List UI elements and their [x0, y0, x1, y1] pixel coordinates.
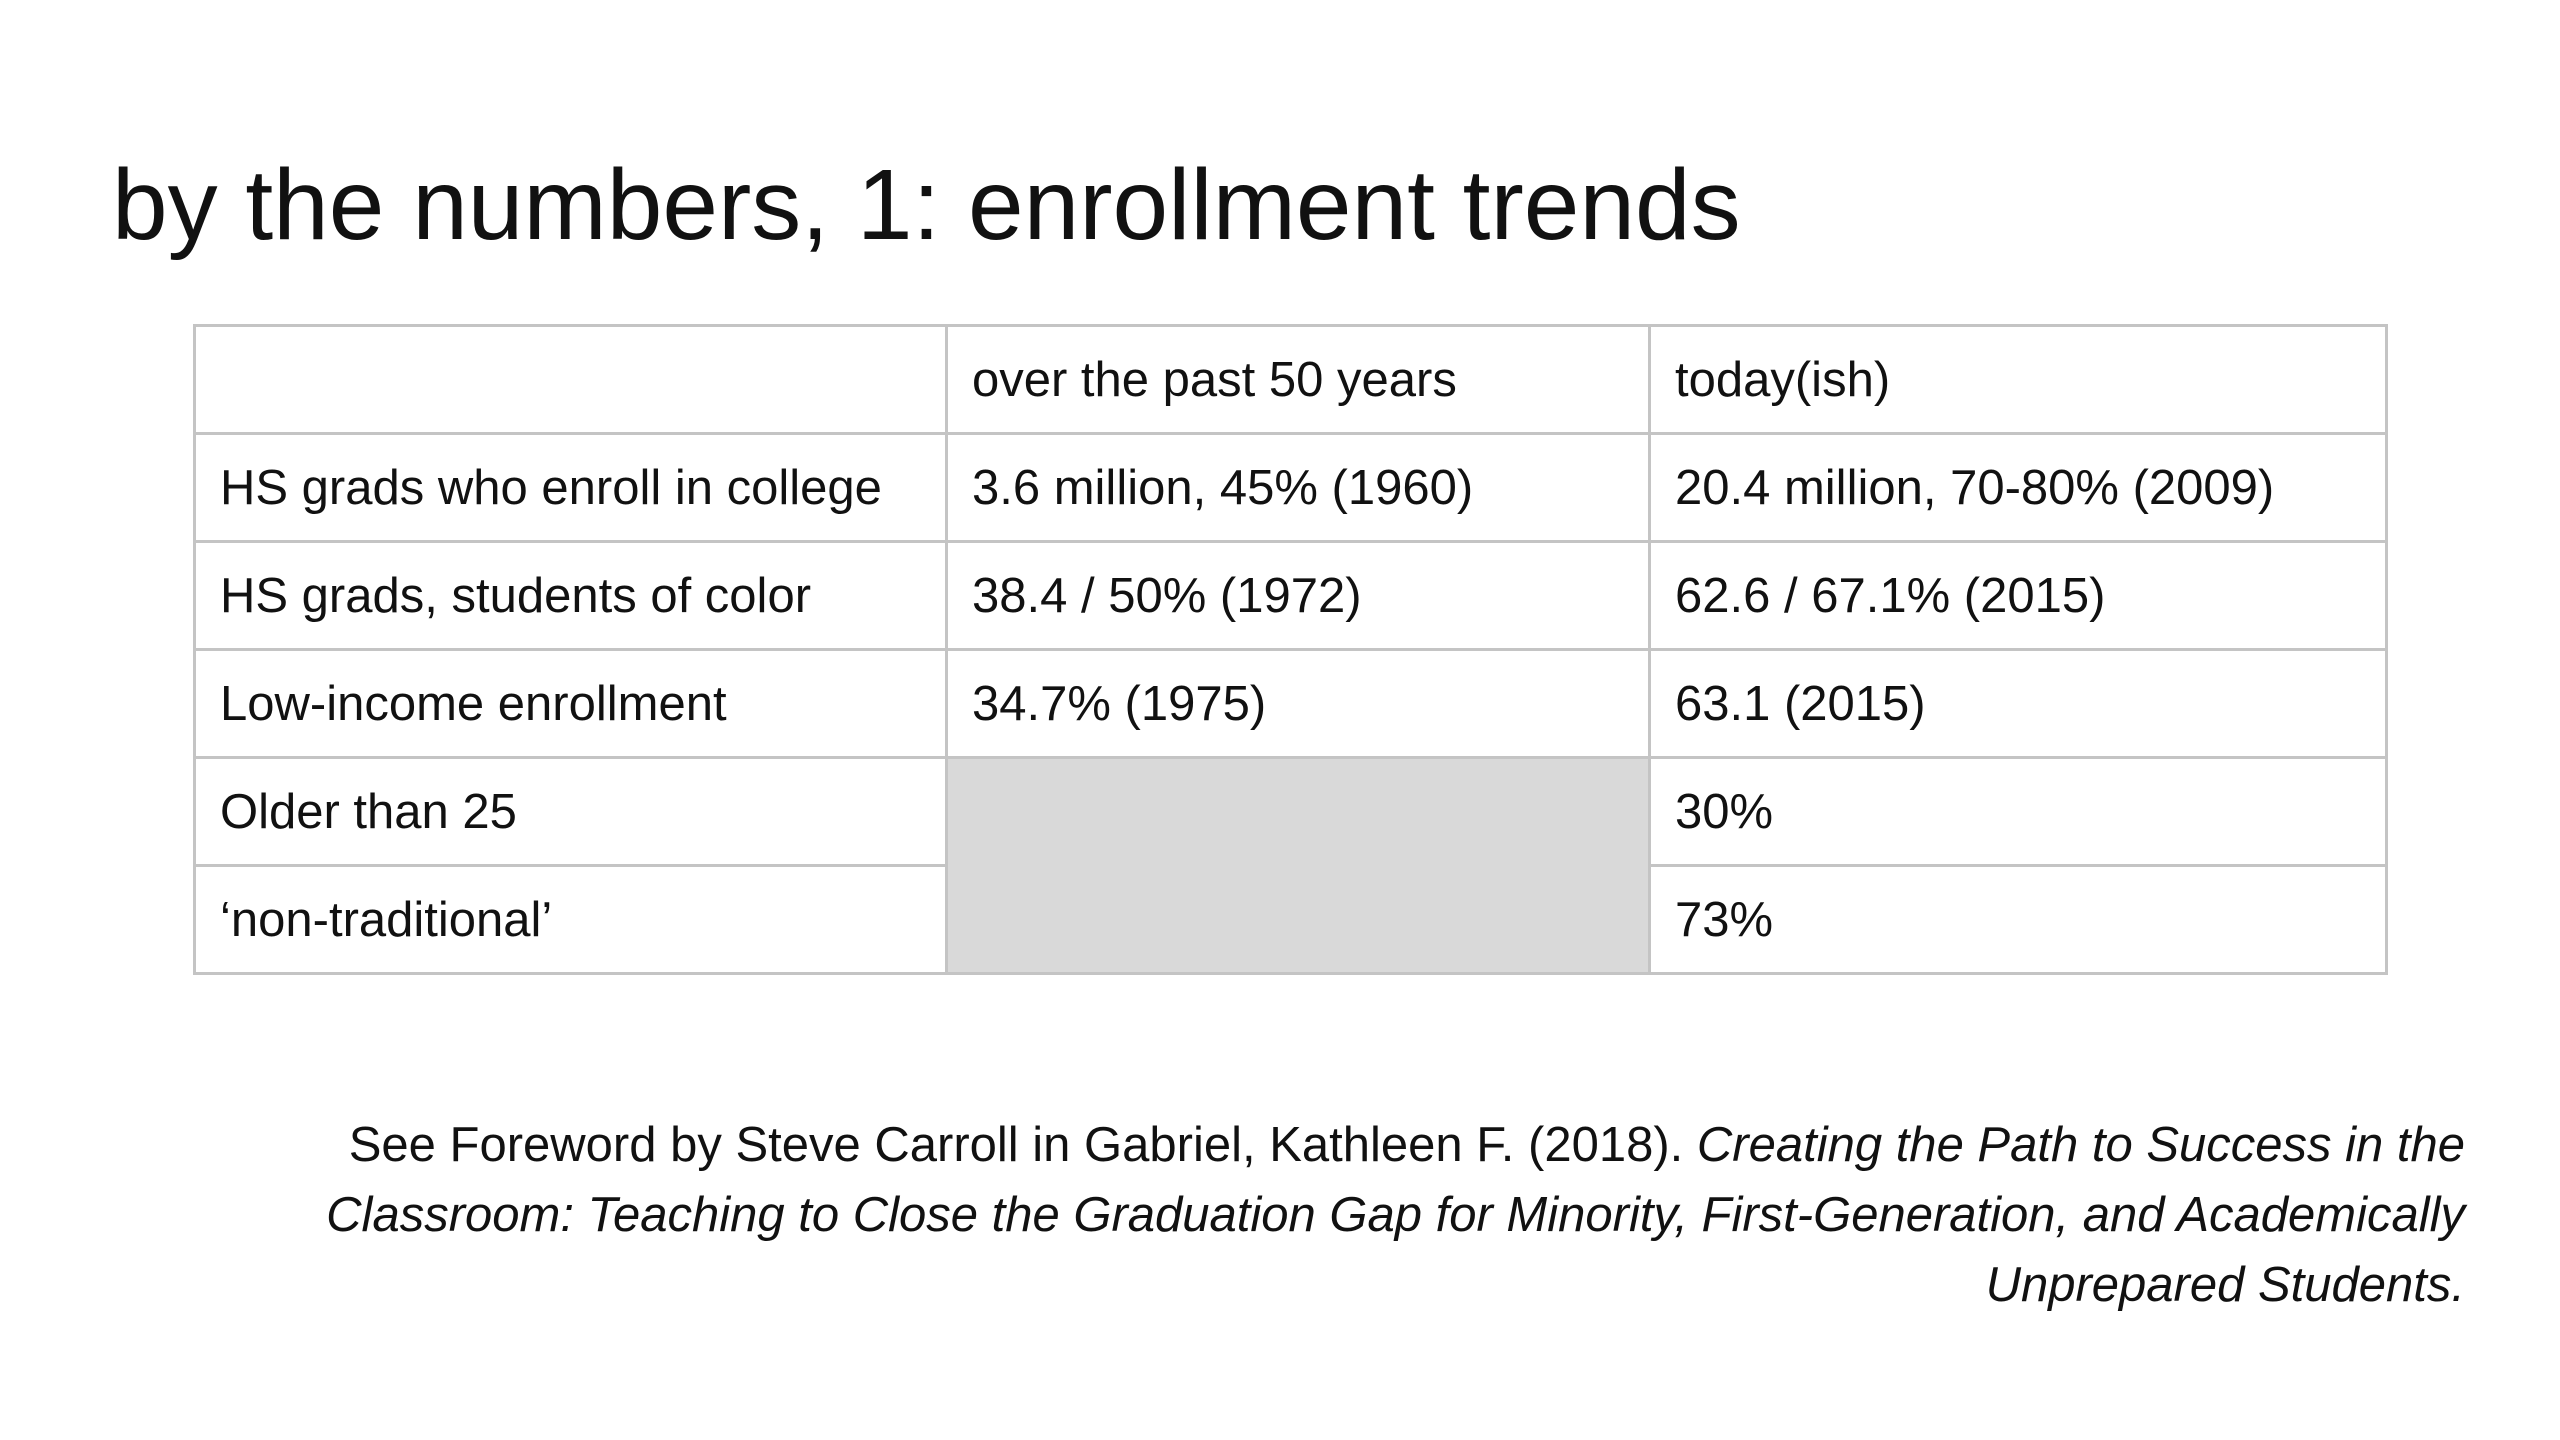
table-header-cell — [193, 324, 948, 435]
table-row: Older than 25 30% — [193, 756, 2388, 975]
row-label: ‘non-traditional’ — [193, 864, 948, 975]
table-row: Low-income enrollment 34.7% (1975) 63.1 … — [193, 648, 2388, 759]
slide-title: by the numbers, 1: enrollment trends — [112, 149, 1741, 261]
table-cell: 63.1 (2015) — [1648, 648, 2388, 759]
table-cell: 62.6 / 67.1% (2015) — [1648, 540, 2388, 651]
table-header-cell: today(ish) — [1648, 324, 2388, 435]
table-row: HS grads who enroll in college 3.6 milli… — [193, 432, 2388, 543]
enrollment-table: over the past 50 years today(ish) HS gra… — [193, 324, 2388, 975]
table-cell: 30% — [1648, 756, 2388, 867]
table-cell: 3.6 million, 45% (1960) — [945, 432, 1651, 543]
table-row: HS grads, students of color 38.4 / 50% (… — [193, 540, 2388, 651]
row-label: HS grads who enroll in college — [193, 432, 948, 543]
citation-book-title: Creating the Path to Success in the Clas… — [326, 1118, 2465, 1312]
row-label: HS grads, students of color — [193, 540, 948, 651]
citation: See Foreword by Steve Carroll in Gabriel… — [165, 1110, 2465, 1320]
citation-prefix: See Foreword by Steve Carroll in Gabriel… — [348, 1118, 1697, 1172]
table-cell: 20.4 million, 70-80% (2009) — [1648, 432, 2388, 543]
row-label: Low-income enrollment — [193, 648, 948, 759]
table-cell: 38.4 / 50% (1972) — [945, 540, 1651, 651]
table-cell: 73% — [1648, 864, 2388, 975]
row-label: Older than 25 — [193, 756, 948, 867]
table-cell: 34.7% (1975) — [945, 648, 1651, 759]
shaded-empty-cell — [945, 756, 1651, 975]
table-row: ‘non-traditional’ 73% — [193, 864, 2388, 975]
table-header-cell: over the past 50 years — [945, 324, 1651, 435]
table-header-row: over the past 50 years today(ish) — [193, 324, 2388, 435]
